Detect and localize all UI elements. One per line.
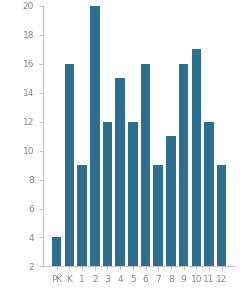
Bar xyxy=(217,165,227,295)
Bar xyxy=(77,165,87,295)
Bar xyxy=(52,237,61,295)
Bar xyxy=(204,122,214,295)
Bar xyxy=(65,64,74,295)
Bar xyxy=(103,122,112,295)
Bar xyxy=(154,165,163,295)
Bar xyxy=(141,64,150,295)
Bar xyxy=(192,49,201,295)
Bar xyxy=(179,64,188,295)
Bar xyxy=(166,136,176,295)
Bar xyxy=(115,78,125,295)
Bar xyxy=(90,6,100,295)
Bar xyxy=(128,122,138,295)
